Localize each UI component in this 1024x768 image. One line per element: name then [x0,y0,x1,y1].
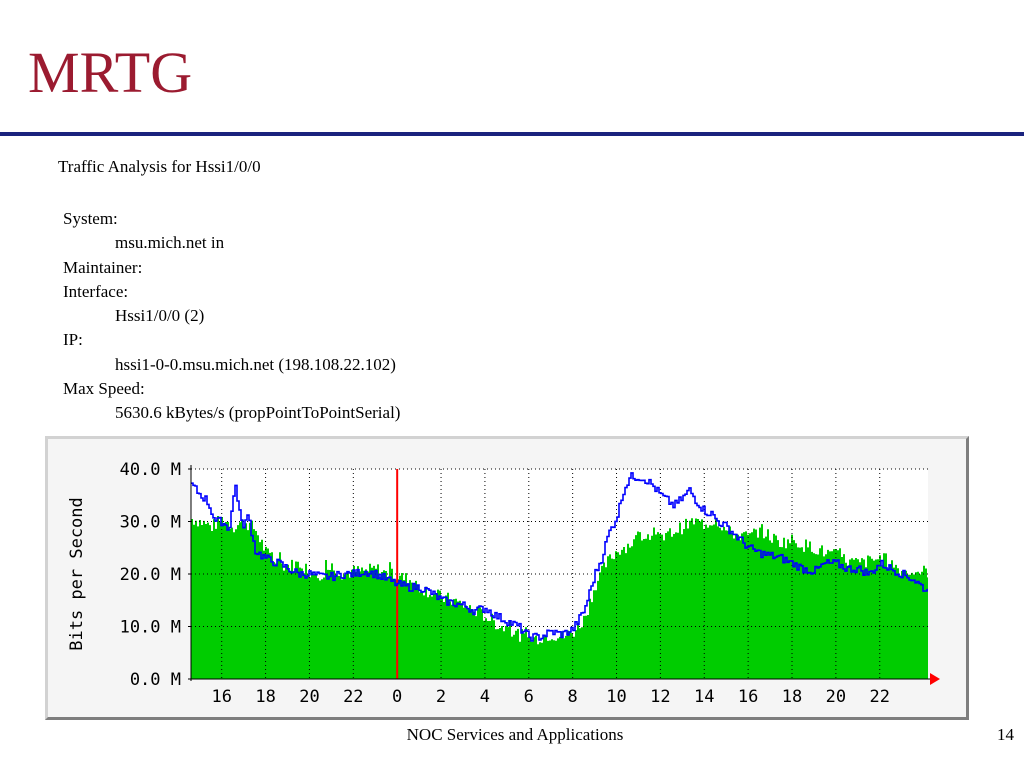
x-tick-label: 2 [436,687,446,707]
x-tick-label: 18 [255,687,275,707]
x-tick-label: 16 [211,687,231,707]
traffic-analysis-heading: Traffic Analysis for Hssi1/0/0 [58,157,261,176]
x-tick-label: 22 [870,687,890,707]
chart-axes [188,465,930,681]
y-tick-label: 40.0 M [120,460,181,480]
y-axis-label: Bits per Second [67,497,87,651]
ip-value: hssi1-0-0.msu.mich.net (198.108.22.102) [115,354,396,374]
system-value: msu.mich.net in [115,233,225,253]
x-tick-label: 20 [299,687,319,707]
x-tick-label: 14 [694,687,714,707]
y-tick-label: 20.0 M [120,565,181,585]
slide-title: MRTG [28,40,193,105]
x-tick-label: 6 [524,687,534,707]
x-tick-label: 22 [343,687,363,707]
x-tick-label: 18 [782,687,802,707]
title-divider [0,132,1024,136]
outgoing-traffic-line [191,472,928,642]
maintainer-label: Maintainer: [63,257,143,277]
max-speed-value: 5630.6 kBytes/s (propPointToPointSerial) [115,403,401,423]
traffic-chart: 0.0 M10.0 M20.0 M30.0 M40.0 M 16 18 20 22 0 2… [67,460,940,707]
x-tick-label: 10 [606,687,626,707]
interface-info-list: System: msu.mich.net in Maintainer: Inte… [63,207,400,426]
x-axis-arrow [930,673,940,685]
system-label: System: [63,209,118,228]
x-tick-label: 16 [738,687,758,707]
page-number: 14 [997,725,1014,744]
x-tick-label: 8 [568,687,578,707]
slide-footer: NOC Services and Applications [406,725,624,744]
x-tick-label: 4 [480,687,490,707]
x-tick-label: 0 [392,687,402,707]
x-tick-labels: 16 18 20 22 0 2 4 6 8 10 12 14 16 18 20 22 [211,687,890,707]
incoming-traffic-area [191,516,928,679]
y-tick-label: 0.0 M [130,670,181,690]
x-tick-label: 12 [650,687,670,707]
interface-value: Hssi1/0/0 (2) [115,306,205,326]
ip-label: IP: [63,330,83,350]
y-tick-label: 10.0 M [120,618,181,638]
y-tick-label: 30.0 M [120,513,181,533]
x-tick-label: 20 [826,687,846,707]
y-tick-labels: 0.0 M 10.0 M 20.0 M 30.0 M 40.0 M [120,460,181,690]
max-speed-label: Max Speed: [63,379,145,399]
interface-label: Interface: [63,281,129,301]
traffic-chart-frame: 0.0 M 10.0 M 20.0 M 30.0 M 40.0 M 16 18 20 22 0 2… [45,436,969,720]
